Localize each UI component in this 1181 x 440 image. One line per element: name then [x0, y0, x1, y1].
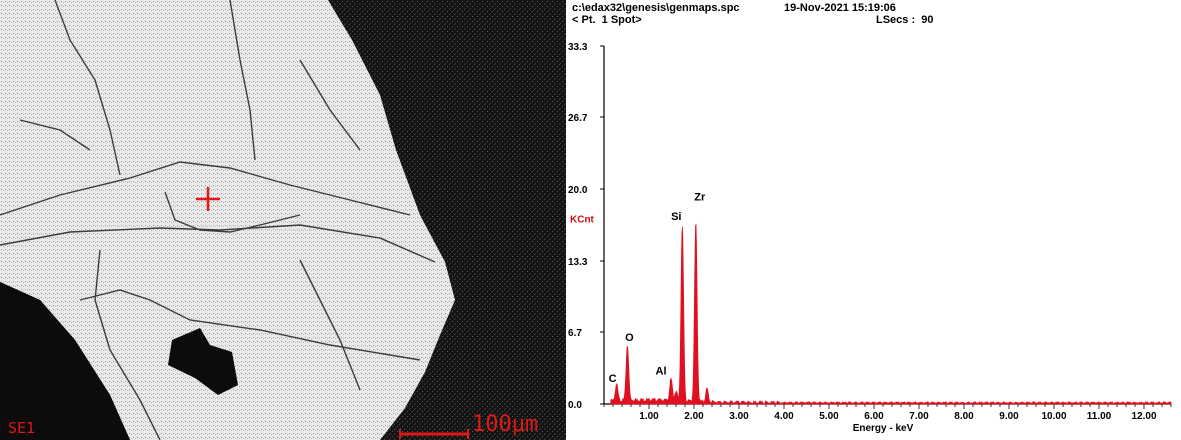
x-tick-label: 12.00: [1131, 411, 1156, 422]
x-tick-label: 1.00: [639, 411, 659, 422]
spectrum-point-label: < Pt. 1 Spot>: [572, 14, 642, 26]
grain-cracks: [0, 0, 436, 440]
scale-bar: [399, 429, 469, 439]
eds-spectrum-chart: 0.0 6.7 13.3 20.0 26.7 33.3 KCnt 1.00 2.00 3.00 4.…: [568, 42, 1172, 434]
y-tick-label: 0.0: [568, 400, 582, 411]
x-axis-label: Energy - keV: [853, 423, 914, 434]
x-tick-label: 2.00: [684, 411, 704, 422]
peak-label-al: Al: [656, 365, 667, 377]
mineral-grain: [0, 0, 455, 440]
spectrum-file-path: c:\edax32\genesis\genmaps.spc: [572, 2, 740, 14]
y-tick-label: 33.3: [568, 42, 588, 53]
x-tick-label: 4.00: [774, 411, 794, 422]
x-tick-label: 8.00: [954, 411, 974, 422]
x-tick-label: 5.00: [819, 411, 839, 422]
resin-lower-left: [0, 282, 130, 440]
spectrum-lsecs: LSecs : 90: [876, 14, 934, 26]
detector-label: SE1: [8, 419, 36, 437]
x-tick-label: 7.00: [909, 411, 929, 422]
eds-spectrum-panel: c:\edax32\genesis\genmaps.spc 19-Nov-202…: [566, 0, 1181, 440]
y-tick-label: 13.3: [568, 257, 588, 268]
peak-label-c: C: [609, 373, 617, 385]
spot-marker: [196, 187, 220, 211]
x-tick-label: 10.00: [1041, 411, 1066, 422]
x-tick-label: 9.00: [999, 411, 1019, 422]
sem-image: [0, 0, 566, 440]
y-axis-label: KCnt: [570, 214, 595, 225]
y-tick-label: 20.0: [568, 185, 588, 196]
peak-label-si: Si: [671, 211, 681, 223]
pore: [168, 328, 238, 395]
spectrum-trace: [610, 223, 1172, 406]
scale-bar-label: 100μm: [472, 412, 539, 437]
x-tick-label: 6.00: [864, 411, 884, 422]
peak-label-zr: Zr: [694, 192, 706, 204]
y-tick-label: 26.7: [568, 113, 588, 124]
x-tick-label: 11.00: [1087, 411, 1112, 422]
sem-micrograph: SE1 100μm: [0, 0, 566, 440]
y-tick-label: 6.7: [568, 328, 582, 339]
spectrum-date-time: 19-Nov-2021 15:19:06: [784, 2, 896, 14]
x-tick-label: 3.00: [729, 411, 749, 422]
peak-label-o: O: [625, 332, 634, 344]
